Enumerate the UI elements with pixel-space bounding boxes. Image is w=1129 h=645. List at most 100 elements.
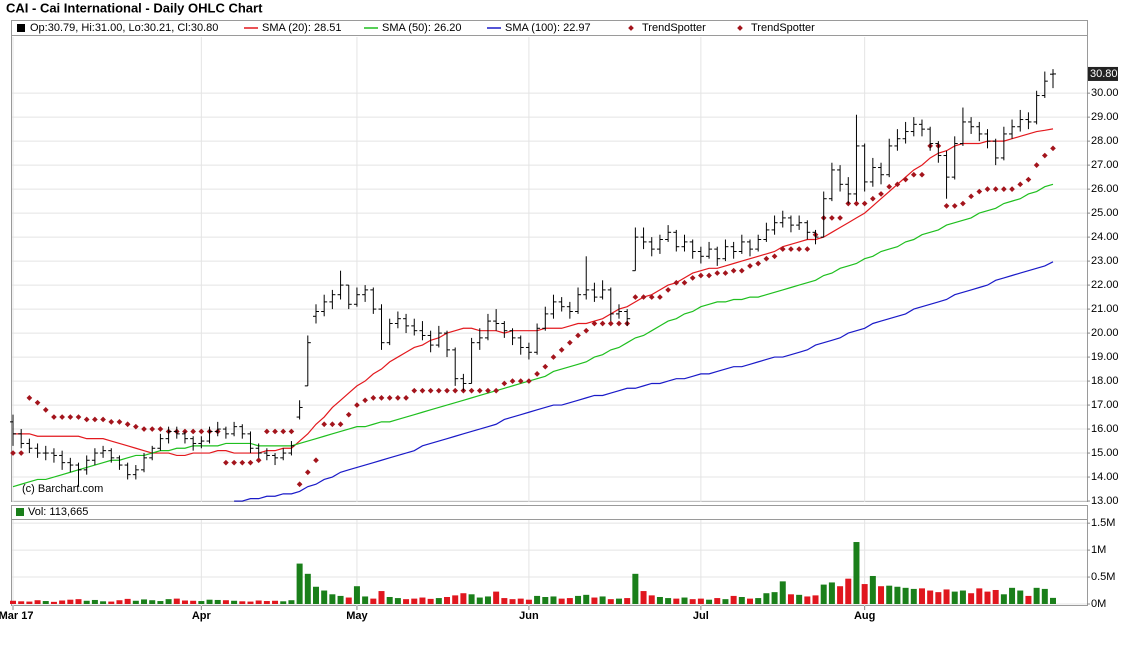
volume-bar [583, 594, 590, 604]
legend-swatch [17, 24, 25, 32]
trendspotter-dot [583, 327, 590, 334]
trendspotter-dot [75, 414, 82, 420]
y-tick-label: 23.00 [1091, 255, 1119, 267]
volume-bar [509, 599, 516, 604]
trendspotter-dot [280, 428, 287, 435]
volume-bar [362, 596, 369, 604]
trendspotter-dot [18, 450, 25, 456]
trendspotter-dot [575, 332, 581, 339]
trendspotter-dot [837, 215, 843, 221]
trendspotter-dot [919, 171, 925, 178]
trendspotter-dot [509, 378, 516, 384]
y-tick-label: 18.00 [1091, 375, 1119, 387]
volume-bar [75, 599, 82, 604]
volume-bar [484, 596, 491, 604]
volume-bar [845, 578, 852, 604]
volume-legend-strip [11, 505, 1088, 520]
trendspotter-dot [853, 200, 860, 207]
volume-bar [730, 595, 737, 604]
trendspotter-dot [648, 294, 655, 300]
sma-line [12, 183, 1054, 488]
volume-y-tick-label: 1M [1091, 544, 1106, 556]
volume-bar [231, 600, 238, 604]
trendspotter-dot [771, 253, 778, 260]
trendspotter-dot [354, 402, 360, 408]
last-value-box [1088, 66, 1118, 81]
trendspotter-dot [26, 395, 33, 401]
trendspotter-dot [223, 459, 229, 466]
trendspotter-dot [714, 270, 721, 276]
trendspotter-dot [1001, 186, 1007, 192]
volume-bar [100, 601, 107, 604]
trendspotter-dot [894, 181, 901, 188]
trendspotter-dot [124, 421, 131, 428]
volume-bar [804, 596, 811, 604]
y-tick-label: 26.00 [1091, 183, 1119, 195]
volume-bar [419, 597, 426, 604]
volume-bar [894, 586, 901, 604]
trendspotter-dot [943, 203, 950, 209]
trendspotter-dot [501, 380, 508, 387]
volume-bar [501, 598, 508, 604]
trendspotter-dot [558, 347, 565, 353]
trendspotter-dot [190, 428, 196, 435]
trendspotter-dot [599, 320, 606, 327]
trendspotter-dot [910, 171, 917, 178]
trendspotter-dot [435, 387, 442, 394]
grid-layer [12, 37, 1090, 610]
marks-layer [10, 69, 1056, 604]
volume-bar [706, 599, 713, 604]
trendspotter-dot [591, 320, 598, 327]
volume-legend-swatch [16, 508, 24, 516]
x-tick-label: Jul [693, 610, 709, 622]
y-tick-label: 21.00 [1091, 303, 1119, 315]
volume-bar [525, 599, 532, 604]
volume-bar [943, 589, 950, 604]
trendspotter-dot [747, 263, 753, 269]
trendspotter-dot [108, 419, 115, 425]
trendspotter-dot [878, 191, 884, 197]
volume-bar [280, 601, 287, 604]
y-tick-label: 17.00 [1091, 399, 1119, 411]
trendspotter-dot [902, 176, 909, 183]
trendspotter-dot [542, 363, 549, 370]
volume-bar [198, 601, 205, 604]
trendspotter-dot [83, 416, 90, 423]
volume-bar [1041, 588, 1048, 604]
volume-bar [779, 581, 786, 604]
y-tick-label: 24.00 [1091, 231, 1119, 243]
legend-entry: SMA (20): 28.51 [262, 22, 342, 34]
volume-bar [427, 598, 434, 604]
volume-bar [968, 593, 975, 604]
x-tick-label: Jun [519, 610, 539, 622]
trendspotter-dot [804, 246, 811, 252]
trendspotter-dot [788, 246, 794, 252]
volume-bar [83, 600, 90, 604]
volume-bar [165, 599, 172, 604]
volume-bar [411, 598, 418, 604]
volume-bar [558, 598, 565, 604]
legend-entry: TrendSpotter [642, 22, 706, 34]
trendspotter-dot [485, 387, 491, 394]
trendspotter-dot [198, 428, 205, 435]
trendspotter-dot [345, 411, 352, 418]
trendspotter-dot [386, 395, 393, 401]
trendspotter-dot [116, 419, 123, 425]
volume-bar [542, 596, 549, 604]
volume-bar [820, 584, 827, 604]
volume-bar [1000, 594, 1007, 604]
volume-bar [755, 598, 762, 604]
trendspotter-dot [100, 416, 106, 423]
volume-bar [886, 585, 893, 604]
volume-bar [263, 601, 270, 604]
volume-bar [403, 599, 410, 604]
trendspotter-dot [607, 320, 614, 327]
volume-bar [26, 601, 33, 604]
volume-bar [247, 601, 254, 604]
volume-bar [771, 592, 778, 604]
volume-bar [1050, 597, 1056, 604]
volume-bar [738, 596, 745, 604]
trendspotter-dot [476, 387, 483, 394]
